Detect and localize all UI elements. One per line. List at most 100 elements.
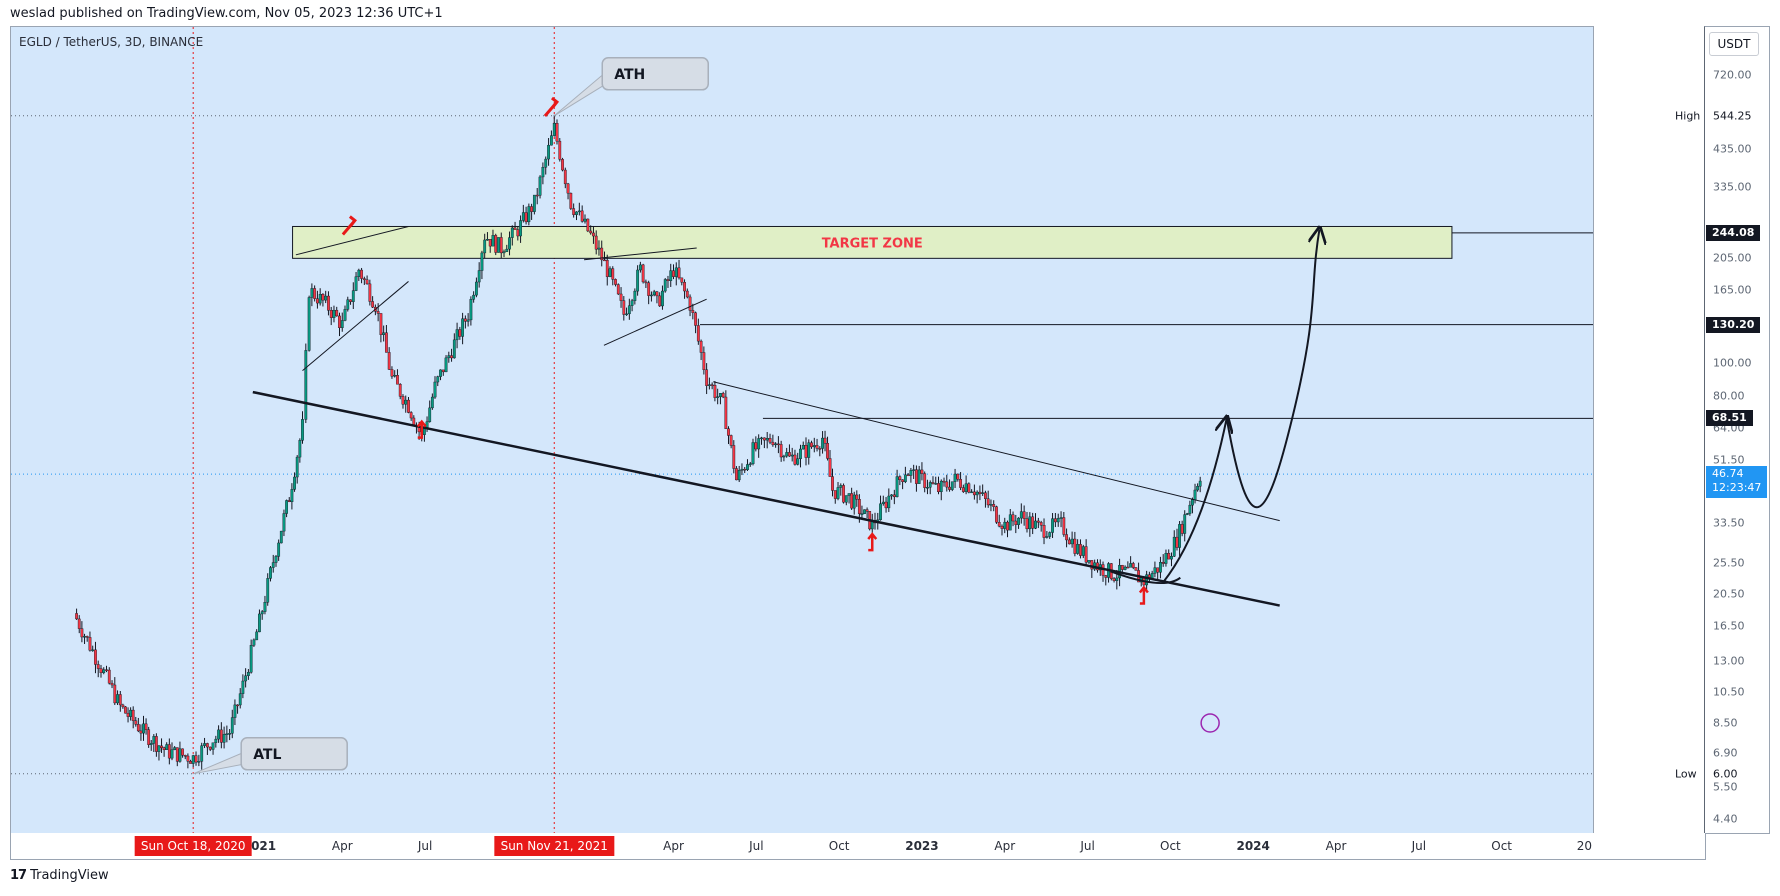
level-price-box[interactable]: 244.08	[1706, 224, 1761, 241]
candle	[683, 279, 686, 299]
candle-body	[298, 440, 302, 458]
candle	[663, 278, 667, 293]
candle	[633, 288, 637, 305]
chart-area[interactable]: TARGET ZONE ATH ATL EGLD / TetherUS, 3D, B…	[10, 26, 1594, 834]
candle	[563, 167, 567, 189]
candle-body	[771, 441, 775, 446]
current-price-box[interactable]: 46.74 12:23:47	[1706, 466, 1768, 499]
candle-body	[173, 747, 177, 751]
candle-body	[307, 297, 311, 351]
price-axis[interactable]: USDT 720.00 435.00 335.00 205.00 165.00 100.0…	[1675, 26, 1770, 834]
candle	[558, 138, 562, 162]
symbol-label[interactable]: EGLD / TetherUS, 3D, BINANCE	[19, 35, 204, 49]
candle-body	[113, 684, 117, 704]
level-price-box[interactable]: 130.20	[1706, 316, 1761, 333]
candle-body	[144, 723, 148, 730]
candle	[233, 699, 237, 726]
currency-button[interactable]: USDT	[1709, 32, 1759, 56]
candle-body	[984, 492, 987, 499]
candle-body	[978, 491, 982, 494]
candle-body	[488, 239, 492, 247]
candle-body	[365, 279, 369, 285]
trendline-rising-wedge-1-top	[295, 225, 409, 256]
candle-body	[502, 251, 506, 254]
candle-body	[266, 578, 270, 603]
candle	[1159, 556, 1162, 579]
candle-body	[189, 761, 192, 764]
bounce-arrow-icon	[1138, 585, 1149, 605]
candle	[1178, 521, 1181, 556]
x-tick-label: Jul	[1411, 839, 1427, 853]
candle	[799, 444, 802, 468]
bounce-arrow-icon	[867, 532, 878, 552]
candle	[277, 539, 281, 561]
candle-body	[597, 247, 601, 250]
trendline-rising-wedge-2-bottom	[603, 298, 707, 346]
candle	[321, 293, 325, 307]
candle-body	[461, 318, 465, 337]
candle	[740, 463, 744, 476]
x-tick-label: Jul	[749, 839, 764, 853]
candle	[428, 400, 432, 423]
candle-body	[566, 183, 570, 194]
candle	[972, 484, 976, 500]
candle	[810, 440, 813, 449]
level-price-box[interactable]: 68.51	[1706, 410, 1753, 427]
candle-body	[139, 730, 143, 734]
y-tick-label: 80.00	[1713, 389, 1745, 403]
x-tick-label: 2024	[1236, 839, 1270, 853]
time-axis[interactable]: 2021AprJulOctJanAprJulOct2023AprJulOct20…	[10, 833, 1706, 860]
candle	[953, 468, 957, 489]
candle	[1022, 505, 1026, 526]
candle	[225, 725, 229, 743]
candle-body	[641, 264, 645, 283]
candle	[807, 439, 811, 465]
candle-body	[532, 194, 536, 212]
candle	[502, 249, 506, 258]
candle	[144, 718, 148, 735]
candle	[295, 455, 299, 484]
candle	[88, 631, 92, 652]
candle	[650, 291, 653, 302]
candle-body	[452, 339, 456, 359]
candle	[387, 347, 391, 370]
candle	[729, 434, 733, 449]
candle-body	[975, 491, 979, 496]
candle-body	[75, 613, 78, 620]
candle-body	[1175, 536, 1179, 548]
candle	[91, 645, 95, 652]
candle	[1031, 512, 1035, 535]
candle	[214, 735, 218, 748]
candle-body	[719, 393, 722, 397]
candle	[895, 469, 899, 498]
callout-label-atl: ATL	[253, 747, 281, 763]
candle-body	[157, 745, 161, 752]
candle	[183, 754, 187, 760]
candle	[614, 278, 617, 287]
candle	[290, 483, 294, 510]
x-tick-label: Jul	[1080, 839, 1095, 853]
candle-body	[647, 282, 651, 296]
candle	[1153, 561, 1157, 578]
x-tick-label: Jul	[417, 839, 433, 853]
price-chart[interactable]: TARGET ZONE ATH ATL	[11, 27, 1593, 833]
candle-body	[458, 329, 462, 337]
candle-body	[605, 259, 609, 277]
candle-body	[233, 704, 237, 718]
candle-body	[782, 455, 786, 458]
candle-body	[981, 492, 985, 494]
candle-body	[901, 479, 905, 482]
date-flag: Sun Oct 18, 2020	[134, 836, 252, 856]
candle	[376, 303, 380, 322]
candle-body	[455, 329, 459, 341]
candle-body	[644, 281, 648, 284]
candle	[1014, 514, 1018, 534]
candle	[580, 205, 584, 223]
candle	[346, 296, 350, 312]
candle	[765, 432, 769, 449]
candle-body	[85, 636, 89, 638]
candle	[228, 729, 232, 741]
candle-body	[1161, 562, 1165, 564]
candle-body	[1183, 514, 1187, 534]
extreme-label: Low	[1675, 767, 1697, 781]
